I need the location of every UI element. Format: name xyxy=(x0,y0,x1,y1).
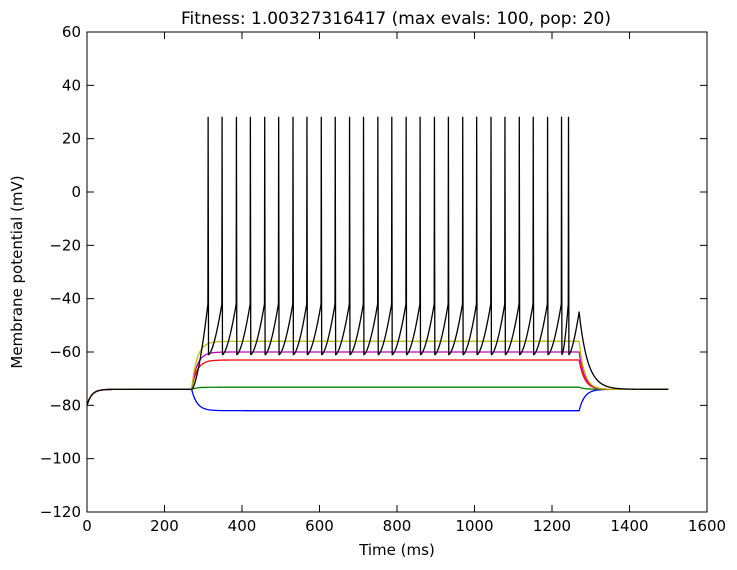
y-tick-label: −80 xyxy=(49,396,81,414)
y-tick-label: 20 xyxy=(62,130,81,148)
y-tick-label: −100 xyxy=(40,450,81,468)
y-tick-label: 40 xyxy=(62,76,81,94)
y-tick-label: −40 xyxy=(49,290,81,308)
x-tick-label: 1600 xyxy=(688,517,726,535)
y-tick-label: −60 xyxy=(49,343,81,361)
x-axis-label: Time (ms) xyxy=(358,541,435,559)
x-tick-label: 200 xyxy=(150,517,179,535)
x-tick-label: 1400 xyxy=(610,517,648,535)
series-line-5 xyxy=(87,116,669,406)
y-tick-label: −120 xyxy=(40,503,81,521)
y-axis-label: Membrane potential (mV) xyxy=(8,175,26,368)
x-tick-label: 600 xyxy=(305,517,334,535)
series-layer xyxy=(87,116,669,412)
x-tick-label: 400 xyxy=(228,517,257,535)
x-tick-label: 0 xyxy=(82,517,92,535)
chart-title: Fitness: 1.00327316417 (max evals: 100, … xyxy=(181,9,611,29)
y-tick-label: 60 xyxy=(62,23,81,41)
x-tick-label: 1000 xyxy=(455,517,493,535)
x-tick-label: 800 xyxy=(383,517,412,535)
plot-frame xyxy=(86,31,708,513)
y-tick-label: −20 xyxy=(49,236,81,254)
y-tick-label: 0 xyxy=(71,183,81,201)
ticks-layer: 0 200 400 600 800 1000 1200 1400 1600−120−100−80… xyxy=(40,23,726,535)
x-tick-label: 1200 xyxy=(533,517,571,535)
